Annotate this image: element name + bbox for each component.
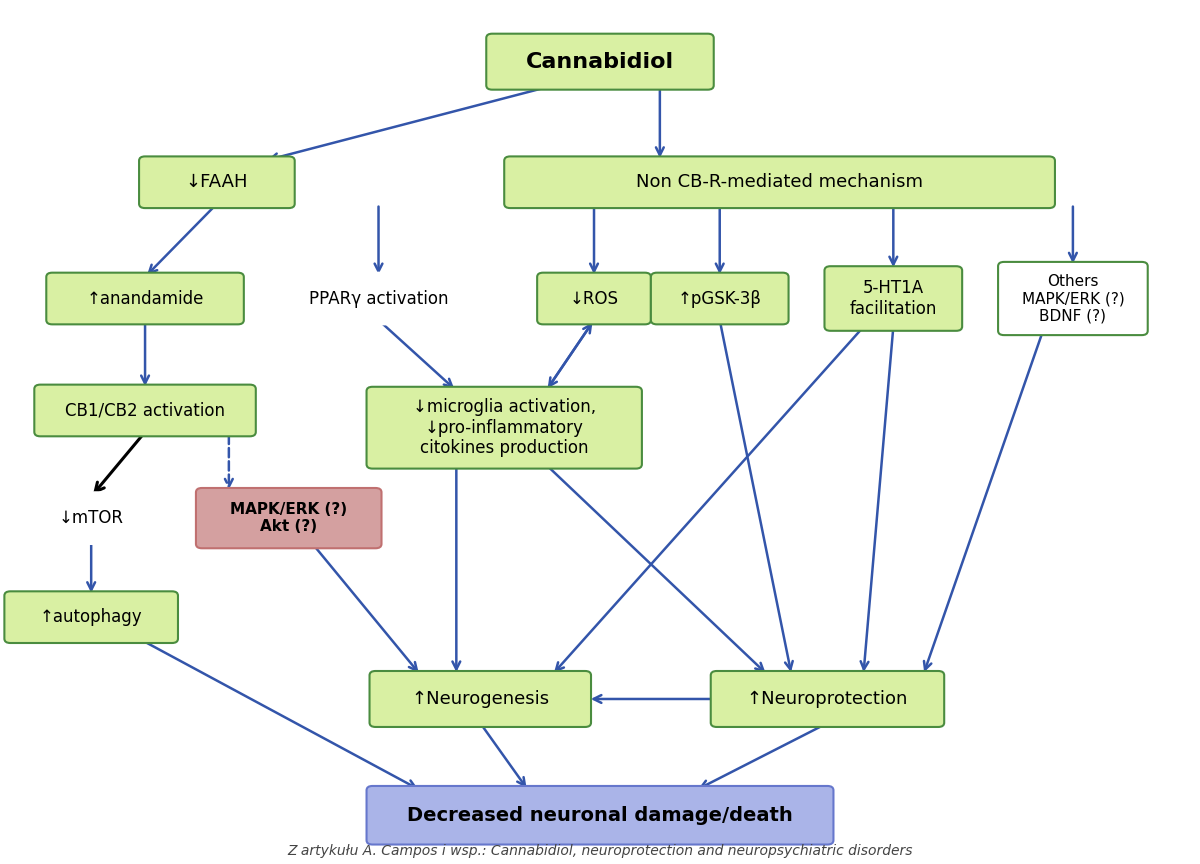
Text: ↓microglia activation,
↓pro-inflammatory
citokines production: ↓microglia activation, ↓pro-inflammatory… xyxy=(413,398,595,458)
FancyBboxPatch shape xyxy=(370,671,592,727)
FancyBboxPatch shape xyxy=(47,273,244,324)
Text: CB1/CB2 activation: CB1/CB2 activation xyxy=(65,402,226,419)
Text: ↓FAAH: ↓FAAH xyxy=(186,174,248,191)
FancyBboxPatch shape xyxy=(710,671,944,727)
Text: PPARγ activation: PPARγ activation xyxy=(308,289,449,308)
Text: ↓mTOR: ↓mTOR xyxy=(59,509,124,527)
FancyBboxPatch shape xyxy=(366,786,834,844)
Text: Z artykułu A. Campos i wsp.: Cannabidiol, neuroprotection and neuropsychiatric d: Z artykułu A. Campos i wsp.: Cannabidiol… xyxy=(287,844,913,858)
Text: ↑anandamide: ↑anandamide xyxy=(86,289,204,308)
Text: Decreased neuronal damage/death: Decreased neuronal damage/death xyxy=(407,806,793,825)
FancyBboxPatch shape xyxy=(196,488,382,549)
FancyBboxPatch shape xyxy=(5,591,178,643)
FancyBboxPatch shape xyxy=(139,156,295,208)
FancyBboxPatch shape xyxy=(35,384,256,436)
FancyBboxPatch shape xyxy=(824,266,962,331)
FancyBboxPatch shape xyxy=(504,156,1055,208)
Text: ↑pGSK-3β: ↑pGSK-3β xyxy=(678,289,762,308)
FancyBboxPatch shape xyxy=(280,273,478,324)
FancyBboxPatch shape xyxy=(25,492,157,544)
FancyBboxPatch shape xyxy=(366,387,642,468)
Text: ↑autophagy: ↑autophagy xyxy=(40,608,143,626)
FancyBboxPatch shape xyxy=(998,262,1147,335)
Text: Others
MAPK/ERK (?)
BDNF (?): Others MAPK/ERK (?) BDNF (?) xyxy=(1021,274,1124,323)
Text: Cannabidiol: Cannabidiol xyxy=(526,52,674,72)
Text: 5-HT1A
facilitation: 5-HT1A facilitation xyxy=(850,279,937,318)
Text: MAPK/ERK (?)
Akt (?): MAPK/ERK (?) Akt (?) xyxy=(230,502,347,534)
FancyBboxPatch shape xyxy=(486,34,714,90)
FancyBboxPatch shape xyxy=(650,273,788,324)
Text: Non CB-R-mediated mechanism: Non CB-R-mediated mechanism xyxy=(636,174,923,191)
Text: ↑Neuroprotection: ↑Neuroprotection xyxy=(746,690,908,708)
Text: ↑Neurogenesis: ↑Neurogenesis xyxy=(412,690,550,708)
FancyBboxPatch shape xyxy=(538,273,650,324)
Text: ↓ROS: ↓ROS xyxy=(570,289,618,308)
